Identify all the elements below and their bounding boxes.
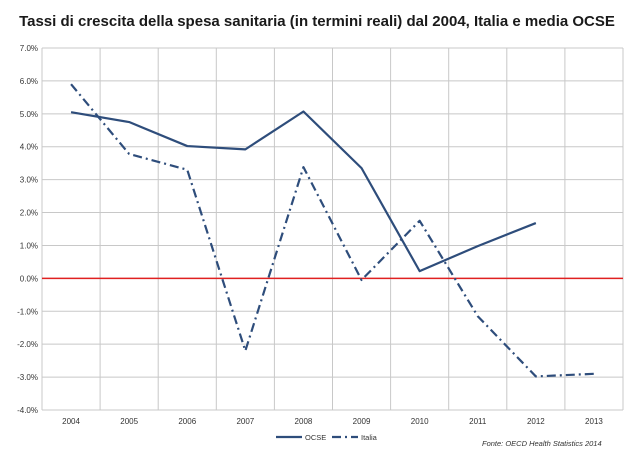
legend-label-italia: Italia — [361, 433, 378, 442]
x-tick-label: 2004 — [62, 417, 80, 426]
y-tick-label: 7.0% — [20, 44, 38, 53]
x-tick-label: 2011 — [469, 417, 487, 426]
series-layer — [70, 83, 595, 378]
x-tick-label: 2010 — [411, 417, 429, 426]
source-note: Fonte: OECD Health Statistics 2014 — [482, 439, 602, 448]
grid-layer — [41, 47, 624, 411]
x-tick-label: 2006 — [178, 417, 196, 426]
x-tick-label: 2007 — [236, 417, 254, 426]
y-tick-label: -4.0% — [17, 406, 38, 415]
y-tick-label: 1.0% — [20, 241, 38, 250]
chart-title: Tassi di crescita della spesa sanitaria … — [19, 13, 615, 30]
legend: OCSE Italia — [276, 433, 378, 442]
y-tick-label: -2.0% — [17, 340, 38, 349]
x-tick-label: 2008 — [295, 417, 313, 426]
x-tick-label: 2009 — [353, 417, 371, 426]
y-tick-label: -3.0% — [17, 373, 38, 382]
y-tick-label: 5.0% — [20, 110, 38, 119]
x-tick-label: 2012 — [527, 417, 545, 426]
y-tick-label: 3.0% — [20, 176, 38, 185]
y-tick-label: 6.0% — [20, 77, 38, 86]
y-tick-label: 4.0% — [20, 143, 38, 152]
axis-layer: 7.0% 6.0% 5.0% 4.0% 3.0% 2.0% 1.0% 0.0% -1.0% -2.… — [17, 44, 623, 426]
y-tick-label: 0.0% — [20, 274, 38, 283]
series-line-italia — [70, 83, 594, 378]
x-tick-label: 2013 — [585, 417, 603, 426]
legend-label-ocse: OCSE — [305, 433, 326, 442]
x-tick-label: 2005 — [120, 417, 138, 426]
series-line-ocse — [70, 110, 537, 273]
y-tick-label: -1.0% — [17, 307, 38, 316]
y-tick-label: 2.0% — [20, 209, 38, 218]
